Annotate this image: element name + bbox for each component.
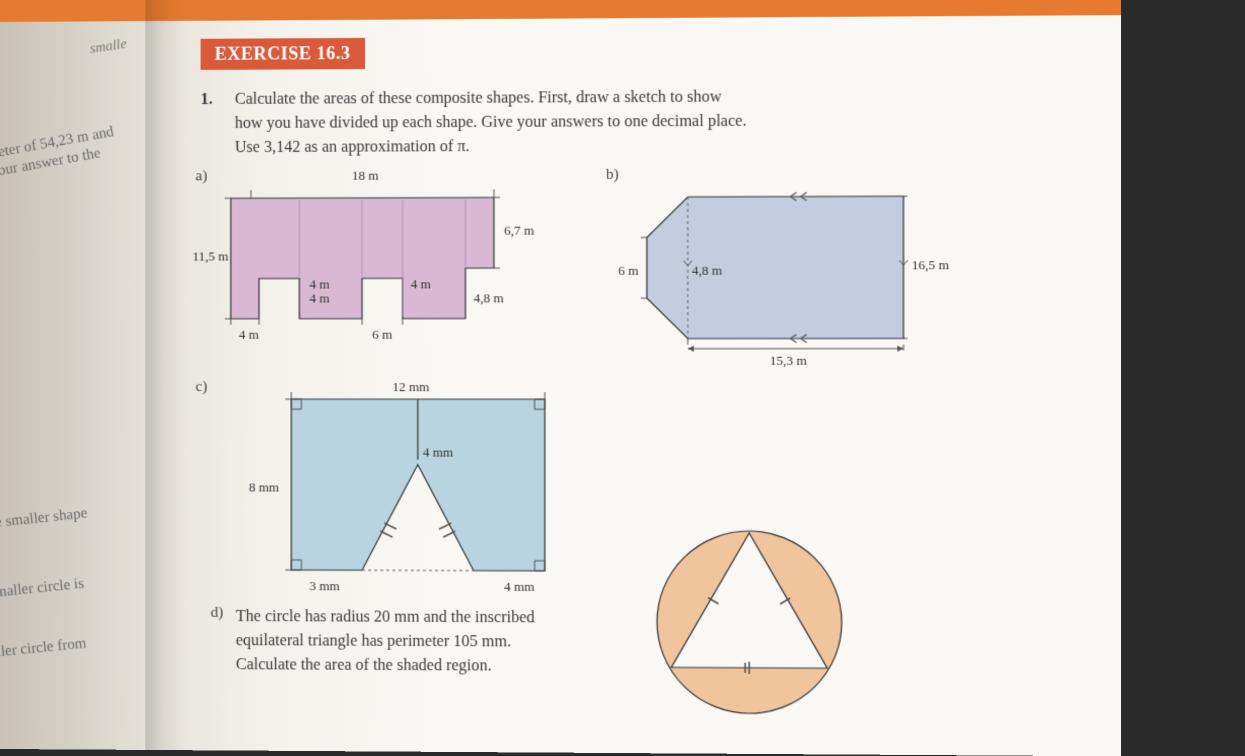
part-b-label: b) [606,167,619,184]
dim-c-top: 12 mm [392,379,429,395]
prev-page-text: maller circle is [0,576,85,602]
dim-c-left: 8 mm [249,479,279,495]
dim-a-rmid: 4,8 m [474,290,504,306]
dim-a-top: 18 m [352,168,379,184]
dim-a-right: 6,7 m [504,223,534,239]
dim-a-left: 11,5 m [193,248,229,264]
question-1: 1. Calculate the areas of these composit… [201,84,1100,161]
dim-c-bl: 3 mm [309,578,339,594]
question-line: Use 3,142 as an approximation of π. [235,138,470,156]
main-content: EXERCISE 16.3 1. Calculate the areas of … [201,34,1100,695]
prev-page-text: aller circle from [0,635,87,662]
shape-b [637,186,945,359]
exercise-header: EXERCISE 16.3 [201,38,365,70]
left-page-fragments: smalle neter of 54,23 m and your answer … [0,39,160,40]
dim-c-br: 4 mm [504,579,535,595]
part-d-text: The circle has radius 20 mm and the insc… [236,605,535,679]
prev-page-text: e smaller shape [0,505,88,531]
question-line: Calculate the areas of these composite s… [235,88,722,107]
dim-a-bl: 4 m [239,327,259,343]
dim-a-notch-side: 4 m [309,291,329,307]
d-line: Calculate the area of the shaded region. [236,656,492,674]
dim-b-bottom: 15,3 m [770,353,807,369]
dim-b-tri: 4,8 m [692,263,722,279]
dim-a-notch-side2: 4 m [411,276,431,292]
shape-c [271,384,575,596]
book-spine-shadow [145,0,185,750]
dim-b-right: 16,5 m [912,257,949,273]
d-line: equilateral triangle has perimeter 105 m… [236,632,511,650]
d-line: The circle has radius 20 mm and the insc… [236,608,535,626]
question-number: 1. [201,88,225,160]
part-d-label: d) [211,605,224,622]
part-a-label: a) [196,168,208,185]
page-background: smalle neter of 54,23 m and your answer … [0,0,1121,756]
question-line: how you have divided up each shape. Give… [235,113,747,132]
dim-c-inner: 4 mm [423,445,453,461]
prev-page-text: smalle [89,37,128,58]
shape-d [647,521,852,724]
part-c-label: c) [196,379,208,396]
dim-a-bm: 6 m [372,327,392,343]
diagram-area: a) 18 m 11,5 [201,165,1100,695]
dim-b-left: 6 m [618,263,638,279]
question-text: Calculate the areas of these composite s… [235,85,747,160]
